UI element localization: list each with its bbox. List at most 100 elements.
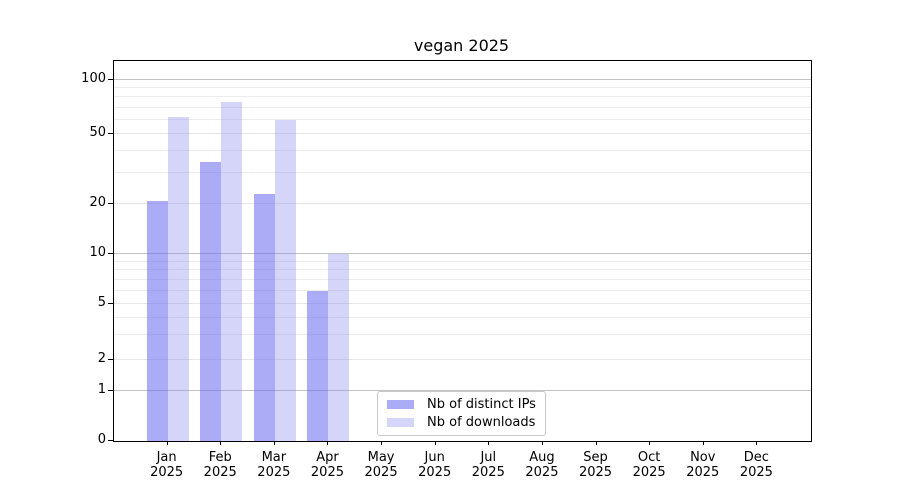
bar <box>307 291 329 441</box>
bar <box>146 200 168 441</box>
y-axis-tick-label: 50 <box>89 125 106 141</box>
legend-swatch-distinct-ips <box>387 400 414 409</box>
x-axis-tick <box>756 441 758 445</box>
x-axis-tick-label-month: May <box>367 450 395 465</box>
y-axis-tick <box>108 359 113 360</box>
chart-title: vegan 2025 <box>413 36 510 55</box>
x-axis-tick <box>434 441 436 445</box>
x-axis-tick-label-year: 2025 <box>310 465 344 480</box>
x-axis-tick-label-year: 2025 <box>686 465 720 480</box>
x-axis-tick-label-month: Jan <box>156 450 177 465</box>
x-axis-tick-label: Oct 2025 <box>618 450 680 480</box>
gridline <box>114 316 811 318</box>
gridline <box>114 260 811 262</box>
x-axis-tick <box>166 441 168 445</box>
legend: Nb of distinct IPs Nb of downloads <box>377 391 546 436</box>
x-axis-tick-label-year: 2025 <box>150 465 184 480</box>
y-axis-tick-label: 5 <box>97 295 106 311</box>
x-axis-tick-label-year: 2025 <box>203 465 237 480</box>
x-axis-tick-label-month: Jun <box>424 450 445 465</box>
y-axis-tick <box>108 440 113 441</box>
y-axis-tick-label: 2 <box>97 351 106 366</box>
gridline <box>114 79 811 80</box>
x-axis-tick-label-month: Jul <box>480 450 497 465</box>
x-axis-tick-label: Feb 2025 <box>189 450 251 480</box>
legend-label: Nb of downloads <box>427 415 536 430</box>
gridline <box>114 334 811 336</box>
y-axis-tick-label: 20 <box>89 195 106 211</box>
gridline <box>114 303 811 305</box>
y-axis-tick-label: 100 <box>81 71 106 86</box>
gridline <box>114 172 811 174</box>
gridline <box>114 269 811 271</box>
bar <box>167 117 189 441</box>
gridline <box>114 290 811 292</box>
x-axis-tick-label: May 2025 <box>350 450 412 480</box>
gridline <box>114 87 811 89</box>
y-axis-tick <box>108 79 113 80</box>
legend-item-downloads: Nb of downloads <box>387 414 536 431</box>
legend-item-distinct-ips: Nb of distinct IPs <box>387 396 536 413</box>
x-axis-tick-label-year: 2025 <box>418 465 452 480</box>
bar <box>221 101 243 441</box>
gridline <box>114 253 811 255</box>
gridline <box>114 203 811 205</box>
x-axis-tick <box>327 441 329 445</box>
x-axis-tick-label-month: Dec <box>743 450 769 465</box>
y-axis-tick <box>108 133 113 135</box>
x-axis-tick-label-month: Mar <box>261 450 287 465</box>
gridline <box>114 359 811 360</box>
x-axis-tick-label: Jan 2025 <box>136 450 198 480</box>
plot-area <box>113 60 812 442</box>
y-axis-tick <box>108 203 113 205</box>
y-axis-tick-label: 1 <box>97 382 106 397</box>
y-axis-tick <box>108 303 113 305</box>
y-axis-tick <box>108 390 113 391</box>
x-axis-tick <box>488 441 490 445</box>
x-axis-tick-label-year: 2025 <box>257 465 291 480</box>
bar <box>253 193 275 441</box>
bar <box>274 120 296 441</box>
x-axis-tick <box>381 441 383 445</box>
x-axis-tick-label-month: Oct <box>637 450 661 465</box>
gridline <box>114 279 811 281</box>
x-axis-tick <box>541 441 543 445</box>
x-axis-tick-label: Dec 2025 <box>725 450 787 480</box>
x-axis-tick-label: Jun 2025 <box>404 450 466 480</box>
y-axis-tick-label: 0 <box>97 432 106 447</box>
gridline <box>114 119 811 121</box>
y-axis-tick-label: 10 <box>89 245 106 261</box>
bar <box>200 161 222 441</box>
y-axis-tick <box>108 253 113 255</box>
gridline <box>114 390 811 391</box>
x-axis-tick-label: Aug 2025 <box>511 450 573 480</box>
x-axis-tick <box>273 441 275 445</box>
x-axis-tick-label-month: Feb <box>208 450 232 465</box>
x-axis-tick-label: Jul 2025 <box>457 450 519 480</box>
x-axis-tick-label-year: 2025 <box>739 465 773 480</box>
x-axis-tick <box>220 441 222 445</box>
x-axis-tick-label: Sep 2025 <box>565 450 627 480</box>
x-axis-tick-label-year: 2025 <box>364 465 398 480</box>
legend-swatch-downloads <box>387 418 414 427</box>
x-axis-tick-label-month: Apr <box>316 450 339 465</box>
gridline <box>114 133 811 135</box>
x-axis-tick <box>649 441 651 445</box>
x-axis-tick-label-year: 2025 <box>632 465 666 480</box>
bar <box>328 254 350 441</box>
x-axis-tick <box>702 441 704 445</box>
x-axis-tick-label-month: Nov <box>690 450 716 465</box>
gridline <box>114 150 811 152</box>
legend-label: Nb of distinct IPs <box>427 397 536 412</box>
x-axis-tick-label-month: Aug <box>529 450 555 465</box>
gridline <box>114 106 811 108</box>
x-axis-tick-label-month: Sep <box>583 450 608 465</box>
gridline <box>114 96 811 98</box>
x-axis-tick-label: Nov 2025 <box>672 450 734 480</box>
x-axis-tick-label-year: 2025 <box>471 465 505 480</box>
x-axis-tick-label: Apr 2025 <box>296 450 358 480</box>
x-axis-tick <box>595 441 597 445</box>
x-axis-tick-label-year: 2025 <box>578 465 613 480</box>
x-axis-tick-label-year: 2025 <box>525 465 559 480</box>
